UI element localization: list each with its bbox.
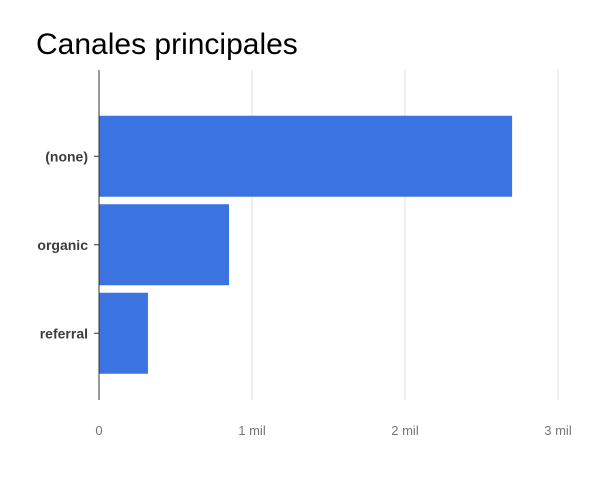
x-tick-labels: 0 1 mil 2 mil 3 mil <box>95 423 571 438</box>
category-label: organic <box>37 237 88 253</box>
category-label: referral <box>40 325 88 341</box>
x-tick-label: 2 mil <box>391 423 419 438</box>
bar-organic <box>99 204 230 286</box>
category-label: (none) <box>45 148 88 164</box>
bar-referral <box>99 292 148 374</box>
x-tick-label: 3 mil <box>544 423 572 438</box>
x-tick-label: 1 mil <box>238 423 266 438</box>
bars <box>98 70 513 400</box>
bar-none <box>99 115 513 197</box>
category-labels: (none) organic referral <box>37 148 99 341</box>
x-tick-label: 0 <box>95 423 102 438</box>
chart-title: Canales principales <box>36 28 298 61</box>
